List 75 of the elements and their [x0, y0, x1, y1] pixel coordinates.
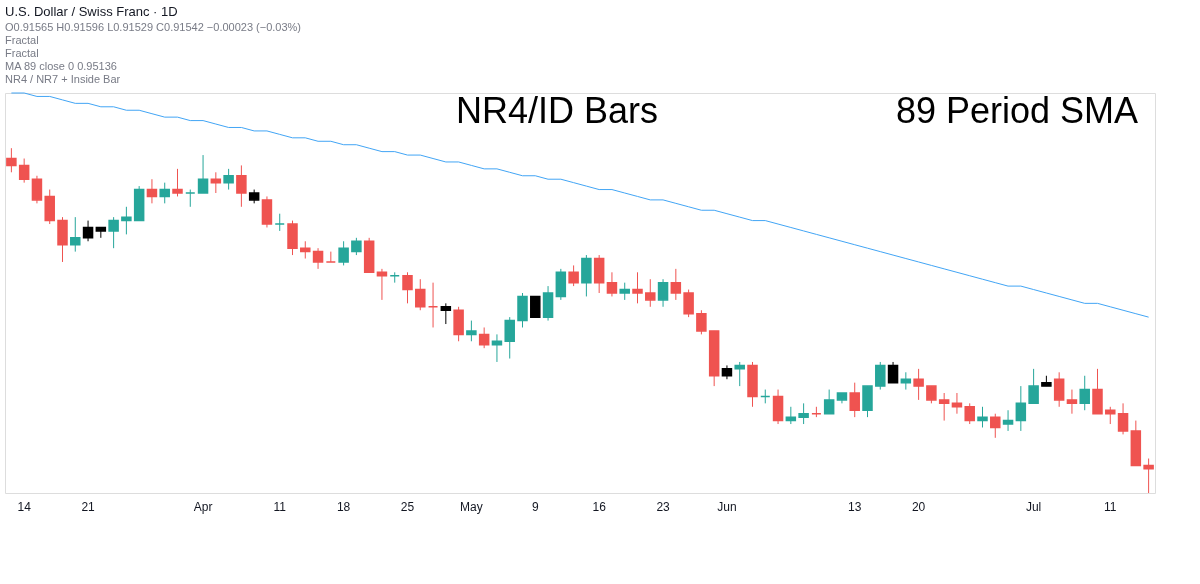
candlestick: [504, 316, 515, 360]
candlestick: [1117, 402, 1129, 435]
candlestick: [951, 392, 963, 415]
candlestick: [223, 168, 234, 191]
candlestick: [530, 295, 541, 318]
candlestick: [1053, 371, 1065, 408]
candlestick: [887, 361, 899, 384]
candlestick: [6, 147, 17, 173]
x-tick-label: 11: [273, 499, 287, 514]
candlestick: [798, 402, 809, 425]
x-tick-label: 23: [656, 499, 671, 514]
candlestick: [683, 289, 694, 318]
candlestick: [1015, 385, 1027, 432]
candlestick: [964, 402, 975, 425]
x-tick-label: 11: [1104, 499, 1117, 514]
x-tick-label: Jun: [717, 499, 737, 514]
candlestick: [990, 413, 1001, 439]
x-tick-label: 9: [531, 499, 539, 514]
candlestick: [696, 309, 707, 335]
x-tick-label: Apr: [193, 499, 213, 514]
x-tick-label: 16: [592, 499, 607, 514]
candlestick: [415, 278, 426, 311]
text: MA 89 close 0 0.95136: [5, 59, 117, 72]
chart-title: U.S. Dollar / Swiss Franc · 1D: [5, 3, 178, 19]
candlestick: [1028, 368, 1039, 405]
candlestick: [568, 264, 579, 287]
text: NR4 / NR7 + Inside Bar: [5, 72, 121, 85]
x-tick-label: Jul: [1025, 499, 1042, 514]
candlestick: [376, 268, 388, 301]
candlestick: [70, 216, 81, 253]
x-tick-label: 25: [400, 499, 415, 514]
candlestick: [121, 206, 132, 235]
text: NR4/ID Bars: [455, 90, 659, 131]
x-tick-label: 14: [17, 499, 32, 514]
candlestick: [440, 302, 452, 325]
candlestick: [823, 389, 835, 415]
candlestick: [402, 271, 413, 304]
candlestick: [1002, 409, 1014, 432]
candlestick: [210, 171, 222, 194]
candlestick: [938, 392, 950, 422]
text: Fractal: [5, 46, 39, 59]
candlestick: [913, 368, 924, 401]
candlestick: [197, 154, 209, 194]
candlestick: [1143, 458, 1154, 494]
candlestick: [1066, 389, 1078, 415]
x-tick-label: 20: [911, 499, 926, 514]
x-tick-label: 18: [336, 499, 351, 514]
candlestick: [108, 216, 119, 249]
candlestick: [670, 268, 682, 301]
candlestick: [338, 240, 349, 266]
candlestick: [236, 164, 247, 208]
candlestick: [172, 168, 183, 197]
candlestick: [977, 406, 988, 428]
candlestick: [478, 326, 490, 349]
candlestick: [31, 175, 43, 204]
chart-subtitle: O0.91565 H0.91596 L0.91529 C0.91542 −0.00023 (−0.03%): [5, 20, 302, 33]
candlestick: [82, 220, 94, 242]
text: Fractal: [5, 33, 39, 46]
candlestick: [645, 278, 656, 308]
candlestick: [1079, 375, 1090, 411]
candlestick: [466, 320, 477, 342]
candlestick: [734, 361, 745, 387]
candlestick: [849, 382, 860, 418]
candlestick: [875, 361, 886, 391]
x-tick-label: May: [460, 499, 483, 514]
candlestick: [18, 158, 30, 184]
candlestick: [159, 182, 170, 204]
candlestick: [632, 271, 643, 304]
x-tick-label: 21: [81, 499, 96, 514]
candlestick: [146, 178, 158, 204]
x-tick-label: 13: [848, 499, 862, 514]
candlestick: [606, 271, 618, 297]
candlestick: [657, 278, 669, 308]
text: 89 Period SMA: [895, 90, 1139, 131]
candlestick: [312, 247, 324, 270]
